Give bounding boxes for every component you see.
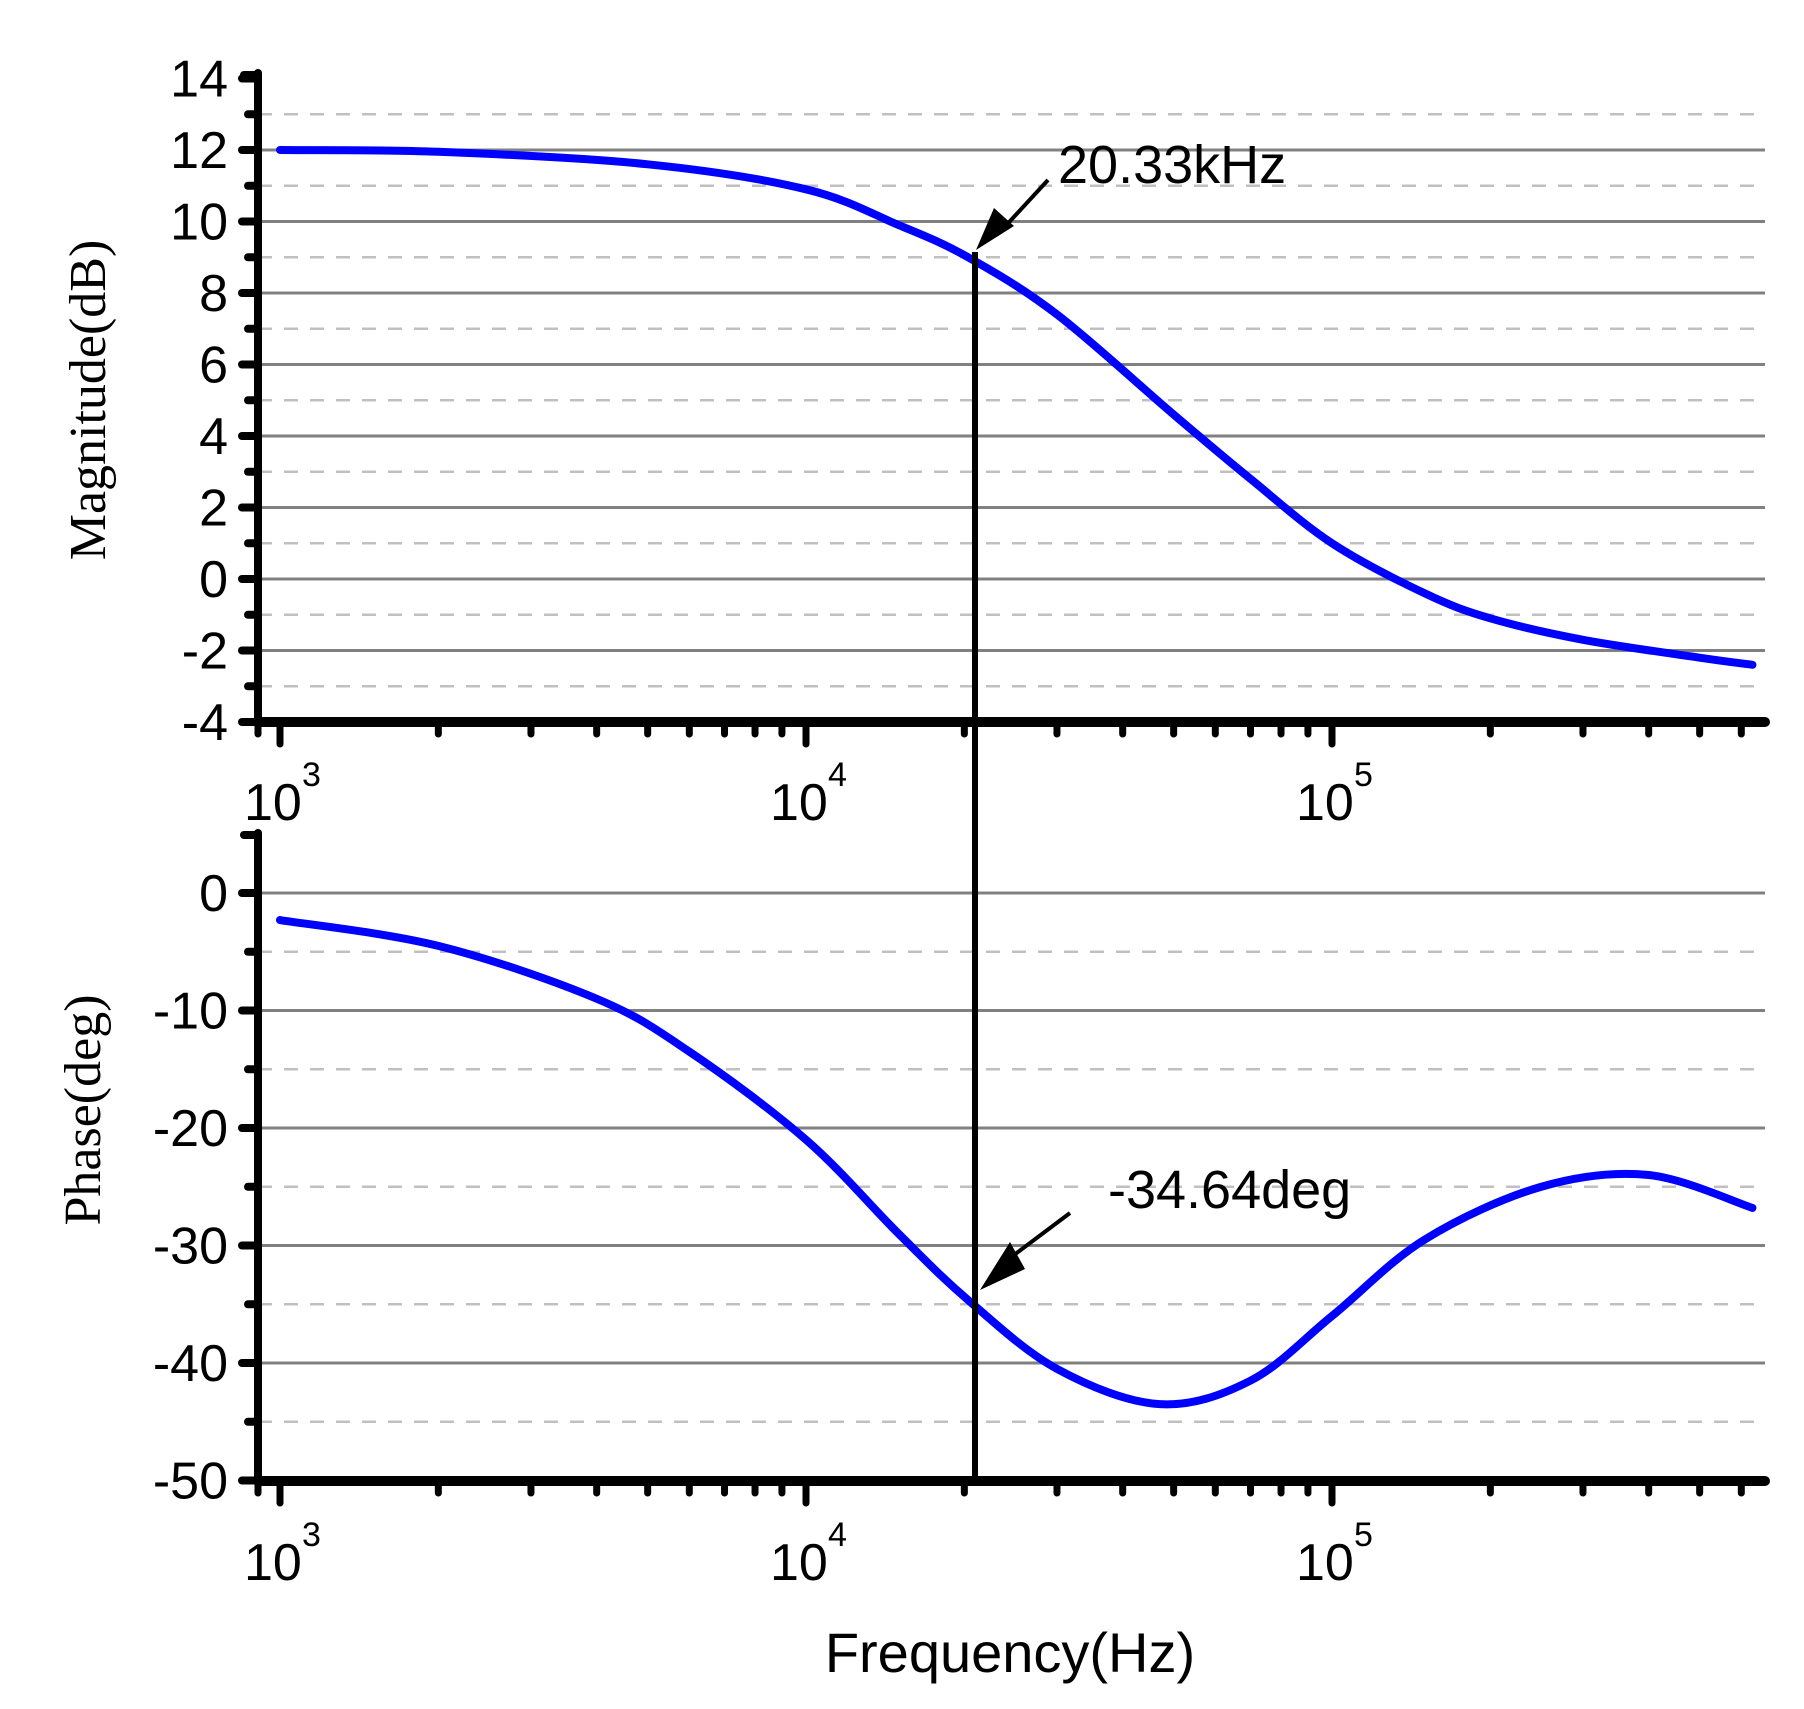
frequency-tick-exponent: 5: [1354, 1516, 1373, 1554]
phase-annotation-text: -34.64deg: [1108, 1160, 1351, 1220]
magnitude-tick-label: 2: [199, 480, 228, 538]
magnitude-tick-label: 6: [199, 337, 228, 395]
frequency-tick-label: 10: [244, 1534, 302, 1592]
magnitude-tick-label: 12: [170, 122, 228, 180]
phase-axis-title: Phase(deg): [55, 994, 112, 1225]
frequency-tick-label: 10: [770, 774, 828, 832]
phase-tick-label: -40: [153, 1335, 228, 1393]
magnitude-tick-label: 4: [199, 408, 228, 466]
magnitude-gridlines: [258, 113, 1765, 688]
phase-annotation: -34.64deg: [980, 1160, 1351, 1290]
frequency-tick-label: 10: [770, 1534, 828, 1592]
frequency-tick-exponent: 5: [1354, 756, 1373, 794]
axes: [238, 69, 1770, 1507]
phase-gridlines: [258, 891, 1765, 1423]
magnitude-tick-label: -4: [182, 694, 228, 752]
magnitude-tick-label: 14: [170, 51, 228, 109]
frequency-tick-exponent: 4: [828, 756, 847, 794]
magnitude-tick-label: -2: [182, 623, 228, 681]
frequency-tick-label: 10: [1296, 1534, 1354, 1592]
magnitude-tick-label: 10: [170, 194, 228, 252]
frequency-tick-exponent: 3: [302, 1516, 321, 1554]
magnitude-tick-label: 0: [199, 551, 228, 609]
magnitude-axis-title: Magnitude(dB): [60, 240, 117, 561]
phase-tick-label: -50: [153, 1453, 228, 1511]
phase-tick-label: 0: [199, 865, 228, 923]
frequency-tick-label: 10: [1296, 774, 1354, 832]
arrow-icon: [976, 208, 1014, 250]
magnitude-annotation-text: 20.33kHz: [1058, 135, 1286, 195]
phase-tick-label: -30: [153, 1218, 228, 1276]
magnitude-tick-label: 8: [199, 265, 228, 323]
magnitude-annotation: 20.33kHz: [976, 135, 1286, 250]
frequency-tick-exponent: 4: [828, 1516, 847, 1554]
phase-tick-label: -20: [153, 1100, 228, 1158]
phase-tick-label: -10: [153, 983, 228, 1041]
frequency-axis-title: Frequency(Hz): [825, 1621, 1195, 1684]
arrow-icon: [980, 1242, 1025, 1290]
frequency-tick-label: 10: [244, 774, 302, 832]
phase-curve: [276, 916, 1757, 1409]
magnitude-curve: [276, 146, 1757, 669]
frequency-tick-exponent: 3: [302, 756, 321, 794]
